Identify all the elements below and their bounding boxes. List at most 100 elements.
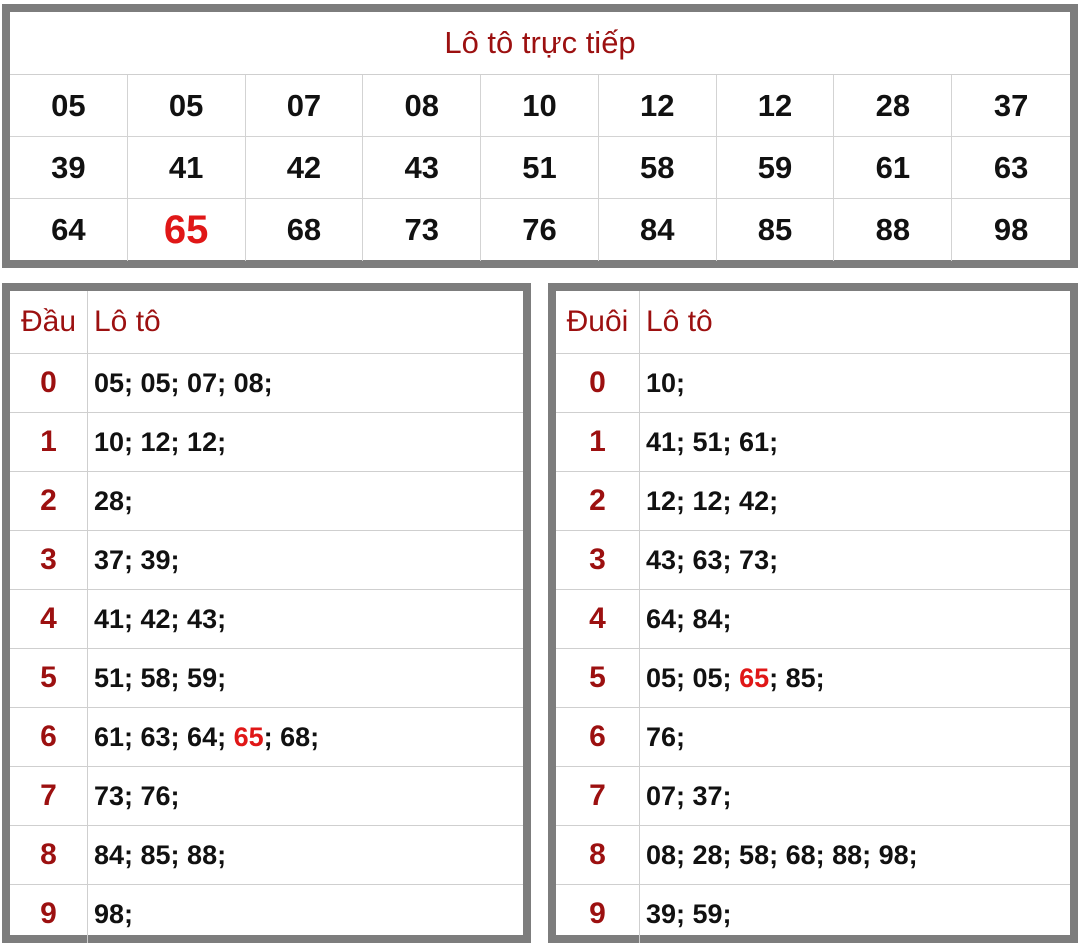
- table-row: 1 41; 51; 61;: [556, 413, 1070, 472]
- number-cell: 61: [834, 137, 953, 199]
- loto-values: 07; 37;: [640, 767, 1070, 825]
- table-row: 9 98;: [10, 885, 523, 943]
- duoi-table-header: Đuôi Lô tô: [556, 291, 1070, 354]
- digit-key: 1: [10, 413, 88, 471]
- loto-values: 41; 51; 61;: [640, 413, 1070, 471]
- loto-values: 76;: [640, 708, 1070, 766]
- digit-key: 3: [10, 531, 88, 589]
- loto-values: 39; 59;: [640, 885, 1070, 943]
- number-list: 05; 05; 07; 08;: [94, 367, 273, 398]
- table-row: 6 61; 63; 64; 65; 68;: [10, 708, 523, 767]
- loto-values: 08; 28; 58; 68; 88; 98;: [640, 826, 1070, 884]
- number-cell: 59: [716, 137, 835, 199]
- number-cell: 64: [10, 199, 128, 261]
- number-list: 41; 42; 43;: [94, 603, 227, 634]
- loto-col-header: Lô tô: [646, 305, 713, 338]
- digit-key: 9: [556, 885, 640, 943]
- number-list: 41; 51; 61;: [646, 426, 779, 457]
- table-row: 7 73; 76;: [10, 767, 523, 826]
- loto-col-header: Lô tô: [94, 305, 161, 338]
- number-cell: 73: [363, 199, 482, 261]
- number-cell: 88: [834, 199, 953, 261]
- number-cell: 07: [245, 75, 364, 137]
- digit-key: 6: [556, 708, 640, 766]
- table-row: 4 41; 42; 43;: [10, 590, 523, 649]
- number-list: 10; 12; 12;: [94, 426, 227, 457]
- highlighted-number: 65: [233, 721, 264, 752]
- table-row: 1 10; 12; 12;: [10, 413, 523, 472]
- digit-key: 4: [10, 590, 88, 648]
- table-row: 5 05; 05; 65; 85;: [556, 649, 1070, 708]
- loto-values: 05; 05; 65; 85;: [640, 649, 1070, 707]
- number-list: 84; 85; 88;: [94, 839, 227, 870]
- number-cell: 12: [598, 75, 717, 137]
- number-cell: 98: [993, 212, 1029, 247]
- number-cell: 37: [952, 75, 1070, 137]
- number-list: 12; 12; 42;: [646, 485, 779, 516]
- table-row: 2 12; 12; 42;: [556, 472, 1070, 531]
- digit-key: 3: [556, 531, 640, 589]
- number-list: 08; 28; 58; 68; 88; 98;: [646, 839, 918, 870]
- number-cell: 28: [834, 75, 953, 137]
- table-row: 5 51; 58; 59;: [10, 649, 523, 708]
- digit-key: 6: [10, 708, 88, 766]
- number-list: 39; 59;: [646, 898, 732, 929]
- loto-values: 10; 12; 12;: [88, 413, 523, 471]
- loto-values: 12; 12; 42;: [640, 472, 1070, 530]
- number-cell: 42: [245, 137, 364, 199]
- table-row: 2 28;: [10, 472, 523, 531]
- digit-key: 4: [556, 590, 640, 648]
- digit-key: 1: [556, 413, 640, 471]
- number-grid: 05 05 07 08 10 12 12 28 37 39 41 42 43 51 58 59 61 63 64 65…: [10, 75, 1070, 261]
- number-list: 61; 63; 64;: [94, 721, 234, 752]
- digit-key: 8: [10, 826, 88, 884]
- digit-key: 5: [10, 649, 88, 707]
- digit-key: 0: [556, 354, 640, 412]
- loto-values: 43; 63; 73;: [640, 531, 1070, 589]
- number-list: 37; 39;: [94, 544, 180, 575]
- number-list: 28;: [94, 485, 134, 516]
- number-list: 10;: [646, 367, 686, 398]
- number-list: ; 68;: [263, 721, 320, 752]
- live-lotto-panel: Lô tô trực tiếp 05 05 07 08 10 12 12 28 37 39 41 42…: [2, 4, 1078, 268]
- number-cell: 08: [363, 75, 482, 137]
- table-row: 8 08; 28; 58; 68; 88; 98;: [556, 826, 1070, 885]
- loto-values: 28;: [88, 472, 523, 530]
- number-cell: 05: [10, 75, 128, 137]
- loto-values: 73; 76;: [88, 767, 523, 825]
- loto-values: 37; 39;: [88, 531, 523, 589]
- loto-values: 51; 58; 59;: [88, 649, 523, 707]
- loto-values: 84; 85; 88;: [88, 826, 523, 884]
- number-cell: 43: [363, 137, 482, 199]
- number-cell: 76: [481, 199, 599, 261]
- digit-key: 2: [10, 472, 88, 530]
- number-list: 07; 37;: [646, 780, 732, 811]
- number-list: 98;: [94, 898, 134, 929]
- table-row: 0 10;: [556, 354, 1070, 413]
- digit-key: 5: [556, 649, 640, 707]
- number-cell: 12: [716, 75, 835, 137]
- table-row: 0 05; 05; 07; 08;: [10, 354, 523, 413]
- number-cell: 63: [952, 137, 1070, 199]
- number-cell: 65: [128, 199, 246, 261]
- table-row: 4 64; 84;: [556, 590, 1070, 649]
- loto-values: 61; 63; 64; 65; 68;: [88, 708, 523, 766]
- digit-key: 2: [556, 472, 640, 530]
- digit-key: 0: [10, 354, 88, 412]
- loto-values: 05; 05; 07; 08;: [88, 354, 523, 412]
- panel-title: Lô tô trực tiếp: [10, 12, 1070, 75]
- number-cell: 85: [717, 199, 835, 261]
- number-cell: 51: [481, 137, 599, 199]
- table-row: 3 37; 39;: [10, 531, 523, 590]
- loto-values: 41; 42; 43;: [88, 590, 523, 648]
- loto-values: 10;: [640, 354, 1070, 412]
- number-list: 73; 76;: [94, 780, 180, 811]
- duoi-col-header: Đuôi: [556, 291, 640, 353]
- highlighted-number: 65: [739, 662, 770, 693]
- duoi-table: Đuôi Lô tô 0 10; 1 41; 51; 61; 2 12; 12; 42; 3…: [548, 283, 1078, 943]
- number-list: 76;: [646, 721, 686, 752]
- digit-key: 8: [556, 826, 640, 884]
- dau-table: Đầu Lô tô 0 05; 05; 07; 08; 1 10; 12; 12; 2 2…: [2, 283, 531, 943]
- digit-key: 7: [556, 767, 640, 825]
- table-row: 8 84; 85; 88;: [10, 826, 523, 885]
